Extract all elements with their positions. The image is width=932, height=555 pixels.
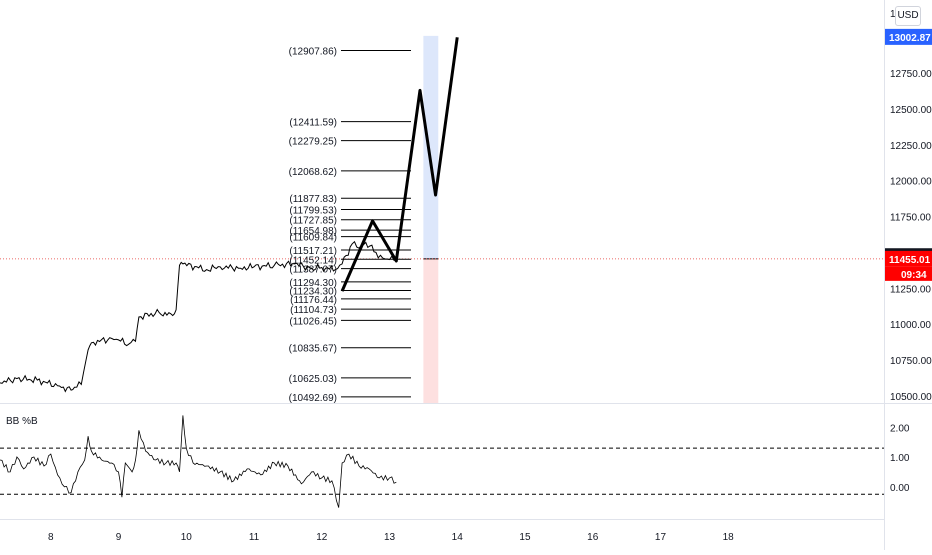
target-zone[interactable] bbox=[423, 35, 439, 259]
countdown-label: 09:34 bbox=[901, 270, 927, 281]
indicator-label: BB %B bbox=[6, 416, 38, 427]
fib-level-label: (11176.44) bbox=[290, 295, 337, 306]
fib-level-label: (10835.67) bbox=[289, 344, 337, 355]
time-axis-tick: 12 bbox=[316, 532, 328, 543]
price-axis-tick: 10500.00 bbox=[890, 392, 932, 403]
price-axis-tick: 12500.00 bbox=[890, 105, 932, 116]
fib-level-label: (11104.73) bbox=[290, 305, 337, 316]
fib-level-label: (10492.69) bbox=[289, 393, 337, 404]
currency-button[interactable]: USD bbox=[895, 6, 921, 26]
fib-level-label: (12907.86) bbox=[289, 47, 337, 58]
fib-level-label: (11517.21) bbox=[289, 246, 337, 257]
fib-level-label: (11654.98) bbox=[289, 226, 337, 237]
fib-level-label: (12411.59) bbox=[289, 118, 337, 129]
fib-level-label: (11026.45) bbox=[289, 316, 337, 327]
fib-level-label: (11234.30) bbox=[289, 287, 337, 298]
price-axis-tick: 12750.00 bbox=[890, 69, 932, 80]
price-axis-tick: 11000.00 bbox=[890, 320, 931, 331]
fib-level-label: (11294.30) bbox=[289, 278, 337, 289]
fib-level-label: (11799.53) bbox=[289, 205, 337, 216]
time-axis-tick: 13 bbox=[384, 532, 396, 543]
price-axis-tick: 11250.00 bbox=[890, 284, 931, 295]
price-tag-label: 11455.01 bbox=[889, 255, 931, 266]
time-axis-tick: 18 bbox=[723, 532, 735, 543]
price-axis-tick: 10750.00 bbox=[890, 356, 932, 367]
time-axis-tick: 11 bbox=[249, 532, 260, 543]
price-axis-tick: 12250.00 bbox=[890, 141, 932, 152]
time-axis-tick: 10 bbox=[181, 532, 193, 543]
price-series bbox=[0, 240, 397, 393]
price-tag bbox=[885, 28, 932, 45]
time-axis-tick: 16 bbox=[587, 532, 599, 543]
fib-level-label: (11877.83) bbox=[289, 194, 337, 205]
time-axis-tick: 8 bbox=[48, 532, 54, 543]
price-tag bbox=[885, 250, 932, 267]
time-axis-tick: 9 bbox=[116, 532, 122, 543]
fib-level-label: (10625.03) bbox=[289, 374, 337, 385]
stop-zone[interactable] bbox=[423, 258, 439, 403]
time-axis-tick: 17 bbox=[655, 532, 667, 543]
indicator-axis-tick: 2.00 bbox=[890, 423, 910, 434]
indicator-axis-tick: 0.00 bbox=[890, 483, 910, 494]
fib-level-label: (11452.14) bbox=[289, 255, 337, 266]
fib-level-label: (12279.25) bbox=[289, 137, 337, 148]
fib-level-label: (12068.62) bbox=[289, 167, 337, 178]
time-axis-tick: 14 bbox=[452, 532, 464, 543]
price-tag-label: 13002.87 bbox=[889, 33, 931, 44]
price-axis-tick: 12000.00 bbox=[890, 177, 932, 188]
projection-path[interactable] bbox=[340, 37, 459, 292]
countdown-tag bbox=[885, 266, 932, 281]
time-axis-tick: 15 bbox=[519, 532, 531, 543]
indicator-axis-tick: 1.00 bbox=[890, 453, 910, 464]
fib-level-label: (11609.84) bbox=[289, 233, 337, 244]
price-axis-tick: 11750.00 bbox=[890, 213, 931, 224]
fib-level-label: (11727.85) bbox=[289, 216, 337, 227]
indicator-series bbox=[0, 415, 397, 508]
